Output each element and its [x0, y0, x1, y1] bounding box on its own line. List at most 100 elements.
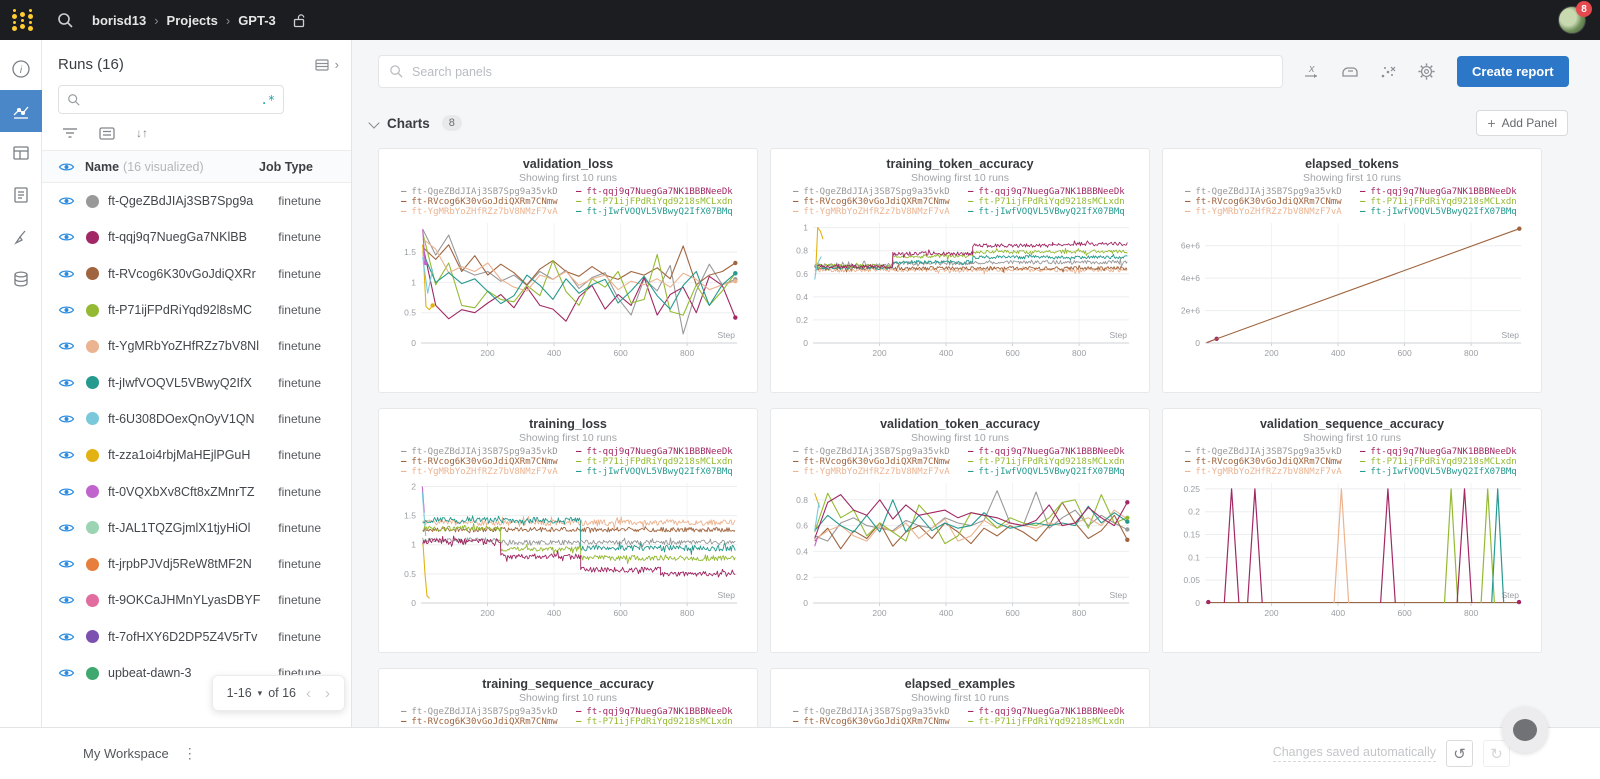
run-visibility-eye-icon[interactable] — [58, 558, 75, 570]
column-name-label[interactable]: Name — [85, 159, 120, 174]
legend-entry[interactable]: — ft-YgMRbYoZHfRZz7bV8NMzF7vA — [401, 207, 572, 217]
redo-button[interactable]: ↻ — [1483, 740, 1510, 767]
breadcrumb-project-name[interactable]: GPT-3 — [238, 12, 276, 28]
legend-entry[interactable]: — ft-YgMRbYoZHfRZz7bV8NMzF7vA — [1185, 467, 1356, 477]
legend-entry[interactable]: — ft-qqj9q7NuegGa7NK1BBBNeeDk — [968, 707, 1139, 717]
undo-button[interactable]: ↺ — [1446, 740, 1473, 767]
create-report-button[interactable]: Create report — [1457, 56, 1569, 87]
run-name[interactable]: ft-qqj9q7NuegGa7NKlBB — [108, 230, 247, 245]
run-visibility-eye-icon[interactable] — [58, 486, 75, 498]
legend-entry[interactable]: — ft-qqj9q7NuegGa7NK1BBBNeeDk — [1360, 447, 1531, 457]
settings-gear-icon[interactable] — [1415, 61, 1437, 83]
chart-panel[interactable]: validation_sequence_accuracy Showing fir… — [1162, 408, 1542, 653]
legend-entry[interactable]: — ft-jIwfVOQVL5VBwyQ2IfX07BMq — [968, 207, 1139, 217]
run-name[interactable]: ft-6U308DOexQnOyV1QN — [108, 411, 255, 426]
legend-entry[interactable]: — ft-jIwfVOQVL5VBwyQ2IfX07BMq — [576, 467, 747, 477]
legend-entry[interactable]: — ft-P71ijFPdRiYqd9218sMCLxdn — [1360, 457, 1531, 467]
legend-entry[interactable]: — ft-jIwfVOQVL5VBwyQ2IfX07BMq — [1360, 467, 1531, 477]
breadcrumb-user[interactable]: borisd13 — [92, 12, 147, 28]
page-range[interactable]: 1-16 — [226, 686, 252, 700]
page-size-caret-icon[interactable]: ▾ — [257, 687, 263, 698]
legend-entry[interactable]: — ft-RVcog6K30vGoJdiQXRm7CNmw — [1185, 457, 1356, 467]
legend-entry[interactable]: — ft-QgeZBdJIAj3SB7Spg9a35vkD — [793, 187, 964, 197]
rail-logs-icon[interactable] — [0, 174, 42, 216]
wandb-logo-icon[interactable] — [12, 9, 33, 31]
legend-entry[interactable]: — ft-P71ijFPdRiYqd9218sMCLxdn — [576, 457, 747, 467]
legend-entry[interactable]: — ft-QgeZBdJIAj3SB7Spg9a35vkD — [793, 447, 964, 457]
support-chat-button[interactable] — [1502, 707, 1548, 753]
run-name[interactable]: ft-7ofHXY6D2DP5Z4V5rTv — [108, 629, 258, 644]
legend-entry[interactable]: — ft-YgMRbYoZHfRZz7bV8NMzF7vA — [401, 467, 572, 477]
run-row[interactable]: ft-jrpbPJVdj5ReW8tMF2N finetune — [42, 546, 351, 582]
chart-panel[interactable]: training_token_accuracy Showing first 10… — [770, 148, 1150, 393]
run-visibility-eye-icon[interactable] — [58, 304, 75, 316]
run-visibility-eye-icon[interactable] — [58, 449, 75, 461]
legend-entry[interactable]: — ft-jIwfVOQVL5VBwyQ2IfX07BMq — [968, 467, 1139, 477]
rail-overview-icon[interactable]: i — [0, 48, 42, 90]
run-name[interactable]: ft-zza1oi4rbjMaHEjlPGuH — [108, 448, 251, 463]
run-visibility-eye-icon[interactable] — [58, 667, 75, 679]
legend-entry[interactable]: — ft-QgeZBdJIAj3SB7Spg9a35vkD — [793, 707, 964, 717]
regex-toggle-icon[interactable]: .* — [260, 92, 275, 107]
run-row[interactable]: ft-YgMRbYoZHfRZz7bV8Nl finetune — [42, 328, 351, 364]
legend-entry[interactable]: — ft-YgMRbYoZHfRZz7bV8NMzF7vA — [1185, 207, 1356, 217]
run-visibility-eye-icon[interactable] — [58, 340, 75, 352]
legend-entry[interactable]: — ft-RVcog6K30vGoJdiQXRm7CNmw — [1185, 197, 1356, 207]
legend-entry[interactable]: — ft-P71ijFPdRiYqd9218sMCLxdn — [968, 197, 1139, 207]
legend-entry[interactable]: — ft-QgeZBdJIAj3SB7Spg9a35vkD — [401, 707, 572, 717]
legend-entry[interactable]: — ft-jIwfVOQVL5VBwyQ2IfX07BMq — [576, 207, 747, 217]
run-visibility-eye-icon[interactable] — [58, 377, 75, 389]
chart-panel[interactable]: training_loss Showing first 10 runs — ft-… — [378, 408, 758, 653]
run-row[interactable]: ft-9OKCaJHMnYLyasDBYF finetune — [42, 582, 351, 618]
workspace-menu-kebab-icon[interactable]: ⋮ — [182, 745, 197, 761]
filter-icon[interactable] — [62, 126, 78, 140]
legend-entry[interactable]: — ft-RVcog6K30vGoJdiQXRm7CNmw — [401, 717, 572, 727]
runs-table-expand-icon[interactable]: › — [315, 57, 339, 72]
search-panels-input[interactable] — [412, 64, 1272, 79]
run-name[interactable]: ft-9OKCaJHMnYLyasDBYF — [108, 593, 261, 608]
legend-entry[interactable]: — ft-RVcog6K30vGoJdiQXRm7CNmw — [793, 717, 964, 727]
legend-entry[interactable]: — ft-P71ijFPdRiYqd9218sMCLxdn — [968, 457, 1139, 467]
smoothing-icon[interactable] — [1339, 61, 1361, 83]
run-row[interactable]: ft-zza1oi4rbjMaHEjlPGuH finetune — [42, 437, 351, 473]
legend-entry[interactable]: — ft-jIwfVOQVL5VBwyQ2IfX07BMq — [1360, 207, 1531, 217]
legend-entry[interactable]: — ft-QgeZBdJIAj3SB7Spg9a35vkD — [401, 187, 572, 197]
outliers-icon[interactable] — [1377, 61, 1399, 83]
chart-plot[interactable]: 200 400 600 800 0 0.2 0.4 0.6 0.8 Step — [779, 477, 1141, 627]
legend-entry[interactable]: — ft-qqj9q7NuegGa7NK1BBBNeeDk — [576, 447, 747, 457]
rail-sweeps-icon[interactable] — [0, 216, 42, 258]
run-visibility-eye-icon[interactable] — [58, 594, 75, 606]
breadcrumb-projects[interactable]: Projects — [166, 12, 218, 28]
rail-charts-icon[interactable] — [0, 90, 42, 132]
rail-artifacts-icon[interactable] — [0, 258, 42, 300]
run-row[interactable]: ft-RVcog6K30vGoJdiQXRr finetune — [42, 256, 351, 292]
legend-entry[interactable]: — ft-QgeZBdJIAj3SB7Spg9a35vkD — [1185, 187, 1356, 197]
run-name[interactable]: ft-0VQXbXv8Cft8xZMnrTZ — [108, 484, 255, 499]
legend-entry[interactable]: — ft-qqj9q7NuegGa7NK1BBBNeeDk — [1360, 187, 1531, 197]
chart-plot[interactable]: 200 400 600 800 0 0.05 0.1 0.15 0.2 0.25 Step — [1171, 477, 1533, 627]
x-axis-settings-icon[interactable]: x — [1301, 61, 1323, 83]
legend-entry[interactable]: — ft-QgeZBdJIAj3SB7Spg9a35vkD — [1185, 447, 1356, 457]
page-prev-icon[interactable]: ‹ — [306, 684, 311, 702]
add-panel-button[interactable]: + Add Panel — [1476, 110, 1568, 136]
sort-icon[interactable]: ↓↑ — [136, 126, 148, 140]
chart-plot[interactable]: 200 400 600 800 0 0.5 1 1.5 Step — [387, 217, 749, 367]
column-jobtype-label[interactable]: Job Type — [259, 159, 313, 174]
chart-panel[interactable]: validation_loss Showing first 10 runs — f… — [378, 148, 758, 393]
legend-entry[interactable]: — ft-RVcog6K30vGoJdiQXRm7CNmw — [401, 197, 572, 207]
run-row[interactable]: ft-jIwfVOQVL5VBwyQ2IfX finetune — [42, 364, 351, 400]
legend-entry[interactable]: — ft-qqj9q7NuegGa7NK1BBBNeeDk — [576, 707, 747, 717]
legend-entry[interactable]: — ft-P71ijFPdRiYqd9218sMCLxdn — [576, 717, 747, 727]
run-name[interactable]: ft-YgMRbYoZHfRZz7bV8Nl — [108, 339, 259, 354]
visibility-all-eye-icon[interactable] — [58, 161, 75, 173]
page-next-icon[interactable]: › — [325, 684, 330, 702]
run-name[interactable]: ft-jIwfVOQVL5VBwyQ2IfX — [108, 375, 252, 390]
chart-panel[interactable]: elapsed_tokens Showing first 10 runs — ft… — [1162, 148, 1542, 393]
chart-plot[interactable]: 200 400 600 800 0 0.5 1 1.5 2 Step — [387, 477, 749, 627]
runs-search-input[interactable] — [87, 92, 261, 107]
legend-entry[interactable]: — ft-P71ijFPdRiYqd9218sMCLxdn — [1360, 197, 1531, 207]
run-row[interactable]: ft-QgeZBdJIAj3SB7Spg9a finetune — [42, 183, 351, 219]
rail-table-icon[interactable] — [0, 132, 42, 174]
run-name[interactable]: ft-P71ijFPdRiYqd92l8sMC — [108, 303, 253, 318]
notification-badge[interactable]: 8 — [1576, 1, 1592, 17]
